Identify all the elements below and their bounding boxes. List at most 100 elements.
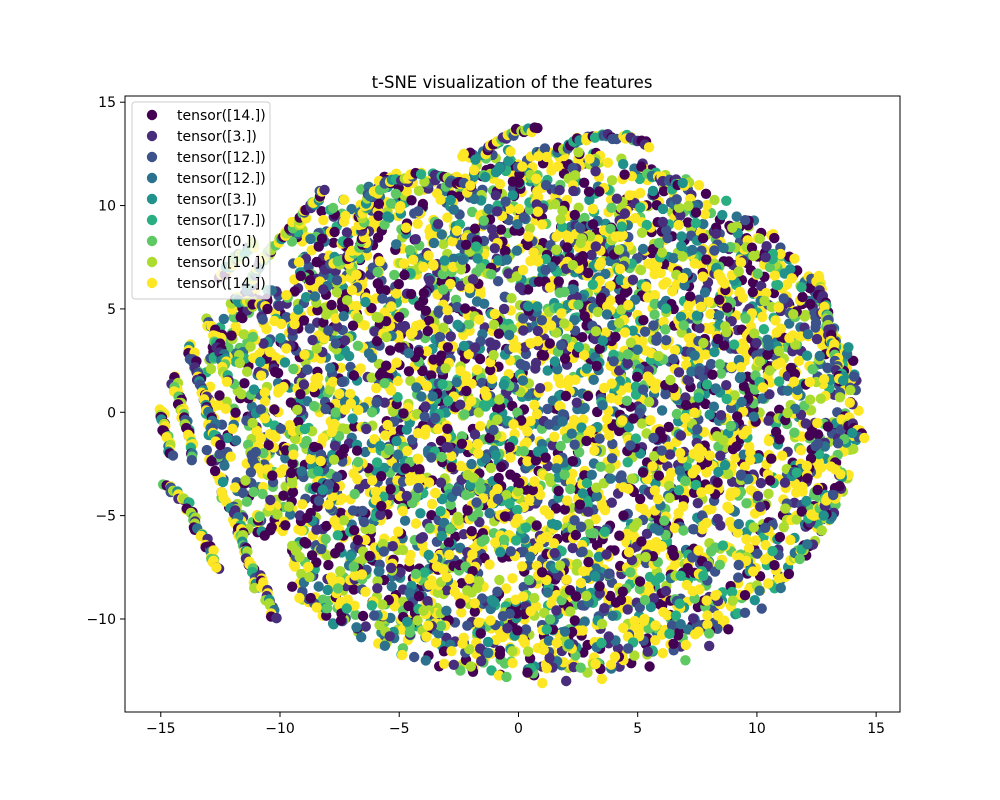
scatter-point bbox=[755, 477, 767, 489]
scatter-point bbox=[500, 196, 511, 207]
scatter-point bbox=[523, 574, 535, 586]
scatter-point bbox=[493, 472, 504, 484]
scatter-point bbox=[691, 310, 703, 321]
scatter-point bbox=[492, 493, 504, 505]
scatter-point bbox=[525, 551, 536, 562]
scatter-point bbox=[230, 407, 241, 418]
scatter-point bbox=[700, 349, 711, 360]
scatter-point bbox=[517, 264, 529, 276]
scatter-point bbox=[410, 518, 422, 529]
scatter-point bbox=[754, 585, 765, 596]
scatter-point bbox=[307, 334, 318, 346]
scatter-point bbox=[360, 586, 371, 597]
scatter-point bbox=[678, 320, 689, 331]
scatter-point bbox=[618, 158, 629, 170]
scatter-point bbox=[671, 279, 682, 290]
scatter-point bbox=[804, 376, 815, 388]
scatter-point bbox=[559, 626, 571, 637]
scatter-point bbox=[592, 306, 603, 318]
scatter-point bbox=[503, 329, 515, 341]
scatter-point bbox=[437, 379, 448, 390]
scatter-point bbox=[606, 202, 617, 213]
scatter-point bbox=[758, 324, 770, 335]
scatter-point bbox=[554, 184, 565, 196]
scatter-point bbox=[381, 360, 392, 371]
scatter-point bbox=[413, 453, 424, 465]
scatter-point bbox=[255, 404, 266, 415]
scatter-point bbox=[335, 566, 346, 577]
scatter-point bbox=[276, 318, 287, 330]
scatter-point bbox=[325, 362, 336, 374]
scatter-point bbox=[616, 221, 627, 232]
scatter-point bbox=[650, 383, 661, 394]
scatter-point bbox=[648, 320, 659, 331]
scatter-point bbox=[504, 498, 515, 509]
scatter-point bbox=[436, 229, 447, 240]
scatter-point bbox=[444, 549, 455, 560]
scatter-point bbox=[205, 363, 217, 375]
scatter-point bbox=[635, 202, 646, 213]
scatter-point bbox=[569, 209, 580, 221]
scatter-point bbox=[452, 511, 463, 522]
scatter-point bbox=[671, 408, 683, 420]
scatter-point bbox=[303, 561, 314, 573]
scatter-point bbox=[423, 549, 434, 561]
scatter-point bbox=[538, 644, 549, 656]
scatter-point bbox=[747, 277, 759, 288]
scatter-point bbox=[445, 499, 456, 510]
scatter-point bbox=[435, 506, 446, 517]
scatter-point bbox=[533, 542, 544, 553]
scatter-point bbox=[455, 460, 466, 472]
scatter-point bbox=[349, 525, 360, 536]
scatter-point bbox=[562, 495, 573, 506]
scatter-point bbox=[583, 556, 594, 568]
scatter-point bbox=[397, 544, 409, 556]
scatter-point bbox=[653, 350, 664, 362]
scatter-point bbox=[512, 513, 523, 524]
scatter-point bbox=[313, 465, 324, 477]
scatter-point bbox=[239, 378, 250, 389]
scatter-point bbox=[413, 591, 425, 602]
scatter-point bbox=[709, 346, 720, 358]
scatter-point bbox=[445, 194, 456, 206]
scatter-point bbox=[603, 568, 614, 580]
scatter-point bbox=[330, 407, 341, 418]
scatter-point bbox=[656, 247, 668, 258]
scatter-point bbox=[687, 244, 698, 256]
scatter-point bbox=[420, 424, 432, 435]
scatter-point bbox=[324, 384, 335, 395]
scatter-point bbox=[402, 445, 413, 457]
scatter-point bbox=[656, 540, 667, 552]
scatter-point bbox=[217, 476, 229, 488]
scatter-point bbox=[668, 353, 679, 365]
scatter-point bbox=[556, 308, 567, 319]
scatter-point bbox=[216, 487, 227, 498]
scatter-point bbox=[423, 620, 434, 631]
scatter-point bbox=[760, 522, 771, 533]
scatter-point bbox=[749, 328, 760, 339]
scatter-point bbox=[460, 489, 472, 501]
scatter-point bbox=[287, 487, 299, 498]
scatter-point bbox=[351, 622, 362, 633]
scatter-point bbox=[296, 525, 307, 536]
scatter-point bbox=[715, 368, 727, 379]
scatter-point bbox=[575, 222, 586, 234]
scatter-point bbox=[623, 421, 634, 433]
scatter-point bbox=[287, 581, 298, 592]
scatter-point bbox=[689, 407, 700, 418]
scatter-point bbox=[726, 361, 737, 373]
scatter-point bbox=[341, 295, 353, 306]
scatter-point bbox=[614, 473, 626, 484]
scatter-point bbox=[397, 649, 408, 661]
scatter-point bbox=[629, 521, 640, 533]
scatter-point bbox=[372, 575, 383, 587]
scatter-point bbox=[420, 401, 431, 412]
scatter-point bbox=[714, 559, 725, 570]
scatter-point bbox=[596, 500, 608, 512]
scatter-point bbox=[699, 287, 711, 298]
scatter-point bbox=[544, 472, 555, 484]
scatter-point bbox=[707, 369, 718, 380]
scatter-point bbox=[693, 545, 704, 556]
scatter-point bbox=[255, 432, 266, 444]
scatter-point bbox=[281, 343, 292, 354]
